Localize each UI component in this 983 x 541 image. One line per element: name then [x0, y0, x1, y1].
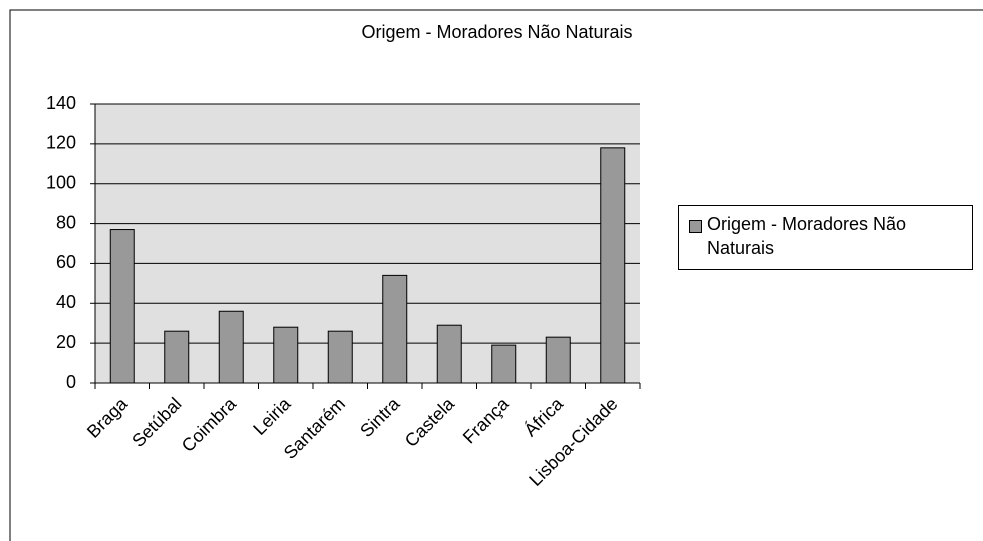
bar: [273, 326, 299, 384]
x-tick-label: Coimbra: [178, 393, 241, 456]
x-tick-label: França: [459, 393, 513, 447]
chart-title: Origem - Moradores Não Naturais: [361, 22, 632, 42]
x-tick-label: Leiria: [249, 393, 295, 439]
bar: [382, 274, 408, 384]
bar: [600, 147, 626, 384]
legend-label: Origem - Moradores Não Naturais: [707, 214, 907, 258]
y-tick-label: 20: [56, 332, 76, 352]
legend-swatch: [689, 220, 702, 233]
chart-border: [9, 9, 983, 541]
bar: [545, 336, 571, 384]
y-tick-label: 60: [56, 252, 76, 272]
bar: [491, 344, 517, 384]
bar: [327, 330, 353, 384]
y-tick-label: 80: [56, 212, 76, 232]
bar: [218, 310, 244, 384]
legend: Origem - Moradores Não Naturais: [678, 205, 973, 270]
bar: [164, 330, 190, 384]
x-tick-label: Setúbal: [128, 394, 185, 451]
y-tick-label: 100: [46, 172, 76, 192]
x-tick-label: Braga: [83, 393, 132, 442]
bar: [109, 229, 135, 384]
y-tick-label: 140: [46, 93, 76, 113]
x-tick-label: Castela: [401, 393, 459, 451]
x-tick-label: Sintra: [356, 393, 404, 441]
x-tick-label: África: [520, 393, 567, 440]
bar: [436, 324, 462, 384]
y-tick-label: 0: [66, 372, 76, 392]
y-tick-label: 120: [46, 133, 76, 153]
y-tick-label: 40: [56, 292, 76, 312]
